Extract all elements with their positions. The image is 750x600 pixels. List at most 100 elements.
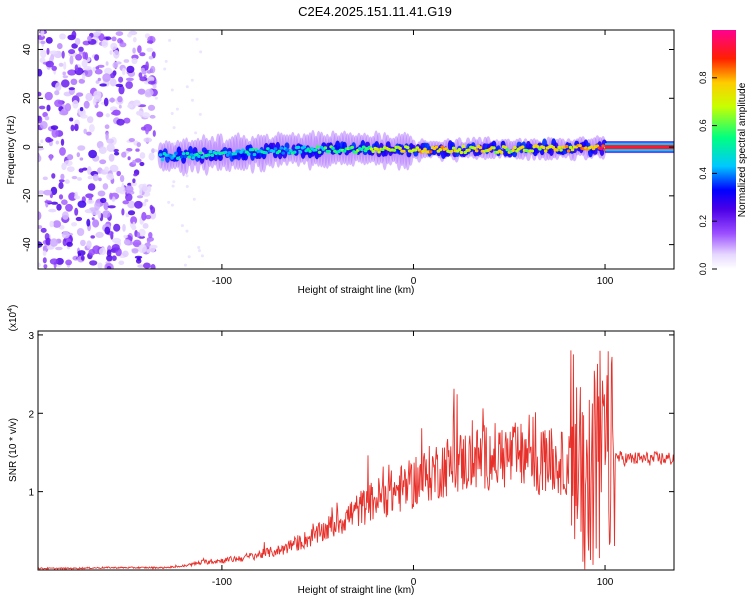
- noise-blob: [132, 178, 136, 184]
- ridge-point: [225, 153, 230, 157]
- noise-blob: [109, 164, 119, 173]
- snr-panel: 1 2 3 -100 0 100 Height of straight line (km…: [7, 305, 675, 596]
- noise-blob: [106, 173, 114, 181]
- noise-blob: [106, 249, 112, 257]
- noise-blob: [77, 200, 87, 208]
- snr-y-multiplier-close: ): [8, 305, 19, 308]
- noise-blob: [40, 227, 47, 233]
- noise-blob: [58, 62, 64, 67]
- noise-blob: [40, 139, 44, 143]
- noise-blob: [78, 51, 84, 55]
- ridge-point: [210, 153, 215, 157]
- noise-blob: [86, 199, 95, 204]
- ridge-point: [350, 145, 355, 149]
- noise-blob: [99, 159, 107, 165]
- ridge-point: [461, 144, 466, 149]
- noise-blob: [66, 241, 73, 247]
- ridge-point: [578, 144, 582, 148]
- noise-blob: [63, 160, 73, 167]
- noise-blob: [150, 264, 156, 269]
- noise-blob: [117, 96, 123, 103]
- noise-blob: [185, 185, 189, 188]
- noise-blob: [121, 67, 126, 76]
- noise-blob: [51, 129, 59, 138]
- noise-blob: [199, 50, 203, 54]
- noise-blob: [95, 231, 104, 238]
- ridge-point: [246, 152, 251, 156]
- noise-blob: [173, 142, 177, 146]
- noise-blob: [96, 200, 101, 204]
- ridge-point: [271, 149, 276, 153]
- ridge-point: [513, 145, 517, 150]
- noise-blob: [38, 147, 45, 151]
- noise-blob: [119, 42, 127, 48]
- ridge-point: [570, 148, 575, 152]
- noise-blob: [125, 77, 134, 82]
- ridge-point: [423, 147, 427, 151]
- noise-blob: [147, 40, 154, 44]
- noise-blob: [113, 223, 121, 232]
- y-tick-label: 2: [28, 409, 34, 420]
- noise-blob: [115, 83, 124, 88]
- ridge-point: [354, 150, 358, 155]
- noise-blob: [64, 103, 72, 112]
- ridge-point: [478, 146, 483, 150]
- noise-blob: [106, 255, 113, 262]
- noise-blob: [76, 152, 81, 158]
- noise-blob: [110, 42, 118, 51]
- noise-blob: [136, 232, 141, 238]
- x-tick-label: 0: [411, 577, 417, 588]
- noise-blob: [49, 50, 58, 55]
- noise-blob: [139, 76, 147, 82]
- noise-blob: [59, 33, 66, 40]
- ridge-point: [206, 153, 211, 157]
- noise-blob: [123, 239, 131, 245]
- noise-blob: [61, 231, 70, 239]
- noise-blob: [122, 250, 129, 258]
- noise-blob: [147, 104, 156, 111]
- noise-blob: [147, 185, 152, 193]
- ridge-point: [566, 149, 571, 153]
- noise-blob: [146, 70, 152, 74]
- noise-blob: [50, 201, 59, 205]
- noise-blob: [72, 100, 79, 109]
- noise-blob: [116, 118, 125, 126]
- noise-blob: [151, 148, 155, 154]
- colorbar: 0.0 0.2 0.4 0.6 0.8 Normalized spectral ampl…: [698, 30, 748, 275]
- noise-blob: [38, 211, 42, 221]
- noise-blob: [142, 112, 151, 119]
- noise-blob: [79, 107, 84, 112]
- chart-title: C2E4.2025.151.11.41.G19: [298, 4, 452, 19]
- ridge-point: [327, 149, 332, 154]
- ridge-point: [543, 149, 548, 153]
- noise-blob: [97, 262, 103, 269]
- ridge-band: [431, 149, 437, 156]
- noise-blob: [141, 211, 147, 221]
- noise-blob: [192, 197, 196, 201]
- noise-blob: [42, 111, 48, 118]
- noise-blob: [51, 65, 57, 71]
- noise-blob: [69, 55, 74, 65]
- spectrogram-x-axis-label: Height of straight line (km): [298, 285, 415, 296]
- ridge-point: [342, 149, 347, 153]
- noise-blob: [84, 68, 93, 77]
- noise-blob: [57, 43, 63, 50]
- ridge-point: [317, 150, 322, 154]
- noise-blob: [68, 49, 76, 55]
- x-tick-label: -100: [212, 577, 232, 588]
- noise-blob: [38, 262, 41, 268]
- noise-blob: [105, 113, 111, 118]
- noise-blob: [50, 186, 58, 196]
- noise-blob: [145, 61, 149, 71]
- ridge-point: [264, 151, 268, 155]
- noise-blob: [88, 149, 97, 159]
- noise-blob: [139, 52, 146, 57]
- noise-blob: [63, 61, 67, 70]
- noise-blob: [134, 200, 143, 209]
- noise-blob: [109, 50, 113, 55]
- noise-blob: [134, 158, 142, 163]
- noise-blob: [78, 78, 86, 84]
- noise-blob: [123, 234, 128, 239]
- noise-blob: [133, 173, 138, 177]
